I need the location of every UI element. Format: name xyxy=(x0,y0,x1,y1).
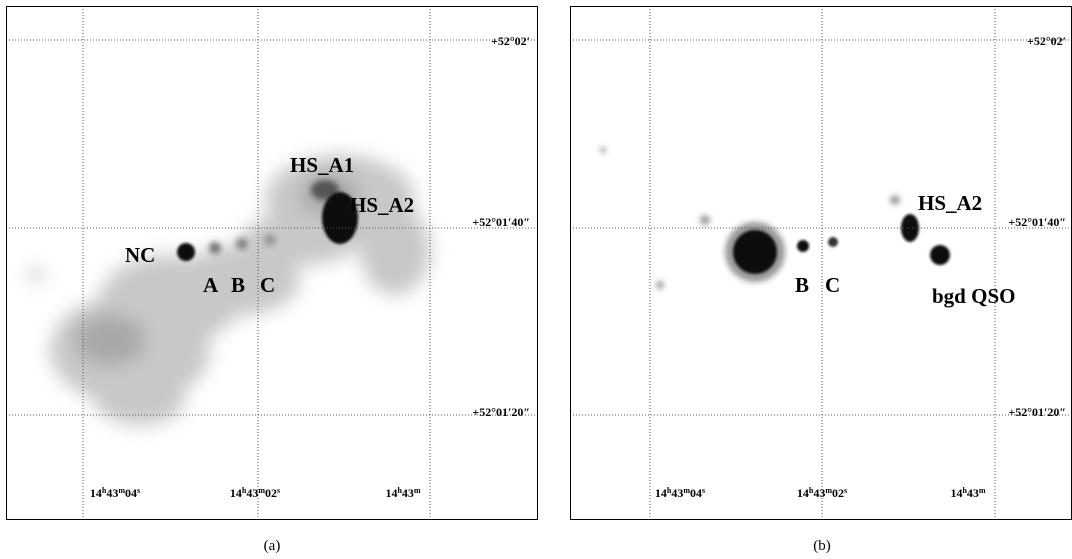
dec-label: +52°02′ xyxy=(491,34,530,48)
ra-part: 02 xyxy=(265,486,277,500)
dec-label: +52°01′40″ xyxy=(1008,215,1066,229)
ra-part: 14 xyxy=(385,486,397,500)
ra-part: 14 xyxy=(950,486,962,500)
ra-part: 43 xyxy=(813,486,825,500)
caption: (a) xyxy=(264,538,281,554)
ra-label: 14h43m xyxy=(950,486,985,500)
ra-label: 14h43m02s xyxy=(797,486,847,500)
frame-a xyxy=(6,6,538,520)
source-label: A xyxy=(203,273,219,297)
frame-b xyxy=(570,6,1072,520)
ra-part: s xyxy=(137,486,140,495)
ra-part: 04 xyxy=(125,486,137,500)
source-label: HS_A1 xyxy=(290,153,354,177)
ra-part: m xyxy=(414,486,421,495)
ra-part: m xyxy=(979,486,986,495)
ra-part: h xyxy=(962,486,967,495)
ra-part: 14 xyxy=(230,486,242,500)
ra-part: m xyxy=(258,486,265,495)
caption: (b) xyxy=(813,538,831,554)
ra-label: 14h43m04s xyxy=(90,486,140,500)
source-label: NC xyxy=(125,243,155,267)
ra-label: 14h43m xyxy=(385,486,420,500)
ra-part: h xyxy=(667,486,672,495)
dec-label: +52°01′20″ xyxy=(472,405,530,419)
source-label: HS_A2 xyxy=(350,193,414,217)
ra-part: 14 xyxy=(655,486,667,500)
ra-part: 43 xyxy=(671,486,683,500)
source-label: B xyxy=(231,273,245,297)
ra-part: 14 xyxy=(797,486,809,500)
ra-part: h xyxy=(242,486,247,495)
ra-part: m xyxy=(683,486,690,495)
ra-part: h xyxy=(102,486,107,495)
ra-label: 14h43m02s xyxy=(230,486,280,500)
dec-label: +52°02′ xyxy=(1027,34,1066,48)
source-label: bgd QSO xyxy=(932,284,1015,308)
ra-part: m xyxy=(118,486,125,495)
ra-part: 14 xyxy=(90,486,102,500)
ra-part: h xyxy=(809,486,814,495)
ra-part: h xyxy=(397,486,402,495)
image-b xyxy=(570,6,1071,520)
source-label: HS_A2 xyxy=(918,191,982,215)
source-label: C xyxy=(825,273,840,297)
source-label: C xyxy=(260,273,275,297)
dec-label: +52°01′20″ xyxy=(1008,405,1066,419)
ra-part: s xyxy=(702,486,705,495)
dec-label: +52°01′40″ xyxy=(472,215,530,229)
ra-part: s xyxy=(277,486,280,495)
source-label: B xyxy=(795,273,809,297)
ra-part: m xyxy=(825,486,832,495)
ra-part: 04 xyxy=(690,486,702,500)
ra-part: s xyxy=(844,486,847,495)
image-a xyxy=(6,6,538,520)
ra-label: 14h43m04s xyxy=(655,486,705,500)
ra-part: 43 xyxy=(106,486,118,500)
ra-part: 43 xyxy=(246,486,258,500)
ra-part: 43 xyxy=(402,486,414,500)
ra-part: 43 xyxy=(967,486,979,500)
ra-part: 02 xyxy=(832,486,844,500)
